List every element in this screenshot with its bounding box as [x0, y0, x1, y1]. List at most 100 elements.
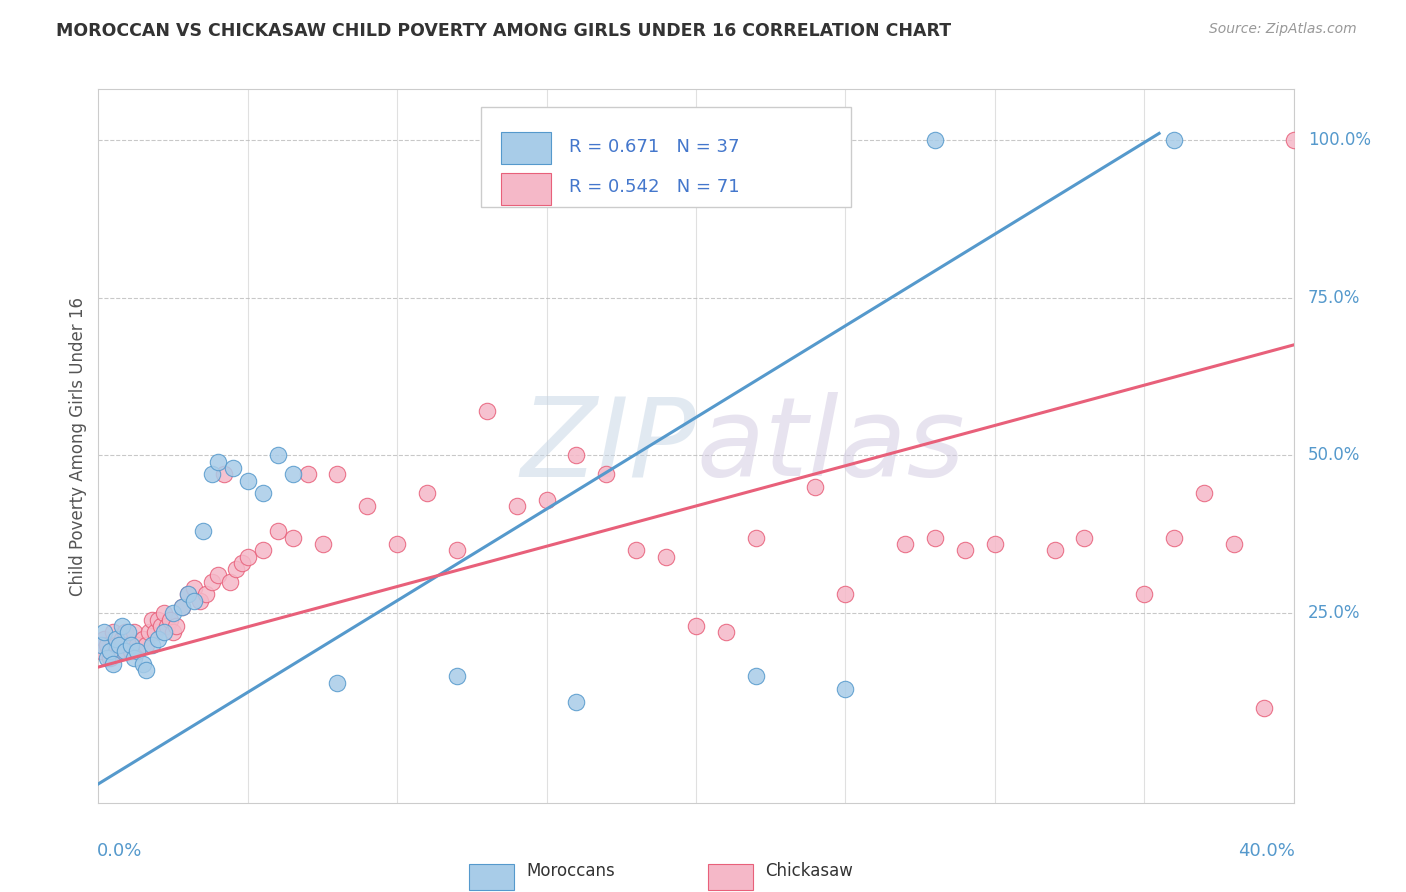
- Point: [714, 625, 737, 640]
- Point: [183, 581, 205, 595]
- Text: MOROCCAN VS CHICKASAW CHILD POVERTY AMONG GIRLS UNDER 16 CORRELATION CHART: MOROCCAN VS CHICKASAW CHILD POVERTY AMON…: [56, 22, 952, 40]
- Point: [536, 492, 558, 507]
- Text: R = 0.671   N = 37: R = 0.671 N = 37: [569, 138, 740, 156]
- Point: [96, 650, 118, 665]
- Point: [201, 574, 224, 589]
- Point: [108, 638, 131, 652]
- Point: [153, 625, 176, 640]
- FancyBboxPatch shape: [709, 864, 754, 890]
- Point: [127, 638, 149, 652]
- Point: [143, 625, 166, 640]
- Text: Chickasaw: Chickasaw: [765, 862, 853, 880]
- Point: [1163, 133, 1185, 147]
- Point: [191, 524, 214, 539]
- Point: [90, 638, 112, 652]
- Point: [446, 543, 468, 558]
- Point: [222, 461, 245, 475]
- Point: [93, 632, 115, 646]
- Point: [953, 543, 976, 558]
- Point: [745, 531, 768, 545]
- Y-axis label: Child Poverty Among Girls Under 16: Child Poverty Among Girls Under 16: [69, 296, 87, 596]
- Point: [153, 607, 176, 621]
- Point: [114, 644, 136, 658]
- Point: [236, 549, 259, 564]
- Point: [595, 467, 617, 482]
- Point: [105, 638, 128, 652]
- Point: [156, 619, 179, 633]
- Point: [1223, 537, 1246, 551]
- Text: 50.0%: 50.0%: [1308, 447, 1360, 465]
- Text: Source: ZipAtlas.com: Source: ZipAtlas.com: [1209, 22, 1357, 37]
- Point: [356, 499, 378, 513]
- Point: [177, 587, 200, 601]
- Point: [281, 467, 304, 482]
- Point: [148, 632, 170, 646]
- Point: [1043, 543, 1066, 558]
- Point: [172, 600, 194, 615]
- Text: 25.0%: 25.0%: [1308, 605, 1361, 623]
- Point: [111, 632, 134, 646]
- Text: 40.0%: 40.0%: [1237, 842, 1295, 860]
- Point: [834, 682, 856, 697]
- Point: [150, 619, 173, 633]
- Point: [236, 474, 259, 488]
- Point: [90, 644, 112, 658]
- Point: [1133, 587, 1156, 601]
- Point: [172, 600, 194, 615]
- Point: [655, 549, 678, 564]
- Point: [207, 568, 229, 582]
- Point: [385, 537, 409, 551]
- Point: [685, 619, 707, 633]
- Point: [924, 531, 946, 545]
- Point: [297, 467, 319, 482]
- Point: [446, 669, 468, 683]
- Point: [1253, 701, 1275, 715]
- Point: [162, 625, 184, 640]
- Point: [231, 556, 253, 570]
- Point: [565, 695, 588, 709]
- Point: [138, 625, 160, 640]
- Point: [326, 467, 349, 482]
- Point: [624, 543, 647, 558]
- FancyBboxPatch shape: [481, 107, 851, 207]
- Text: 0.0%: 0.0%: [97, 842, 142, 860]
- Point: [111, 619, 134, 633]
- Point: [177, 587, 200, 601]
- Point: [120, 638, 142, 652]
- Point: [207, 455, 229, 469]
- Point: [1192, 486, 1215, 500]
- Point: [894, 537, 917, 551]
- Point: [141, 638, 163, 652]
- Point: [281, 531, 304, 545]
- Point: [93, 625, 115, 640]
- Point: [416, 486, 439, 500]
- Point: [194, 587, 218, 601]
- Point: [117, 638, 139, 652]
- Point: [165, 619, 187, 633]
- Point: [267, 449, 290, 463]
- Text: 100.0%: 100.0%: [1308, 131, 1371, 149]
- Point: [1073, 531, 1095, 545]
- Point: [124, 625, 146, 640]
- Point: [103, 625, 125, 640]
- Point: [983, 537, 1005, 551]
- Text: ZIP: ZIP: [520, 392, 696, 500]
- Point: [1282, 133, 1305, 147]
- Point: [745, 669, 768, 683]
- Point: [108, 644, 131, 658]
- FancyBboxPatch shape: [501, 173, 551, 205]
- Point: [311, 537, 333, 551]
- Point: [103, 657, 125, 671]
- Point: [124, 650, 146, 665]
- Point: [117, 625, 139, 640]
- Point: [326, 675, 349, 690]
- Point: [252, 543, 274, 558]
- Point: [135, 663, 157, 677]
- Point: [132, 657, 155, 671]
- Text: Moroccans: Moroccans: [526, 862, 614, 880]
- Point: [201, 467, 224, 482]
- Point: [188, 593, 211, 607]
- Point: [132, 632, 155, 646]
- Point: [804, 480, 827, 494]
- Point: [924, 133, 946, 147]
